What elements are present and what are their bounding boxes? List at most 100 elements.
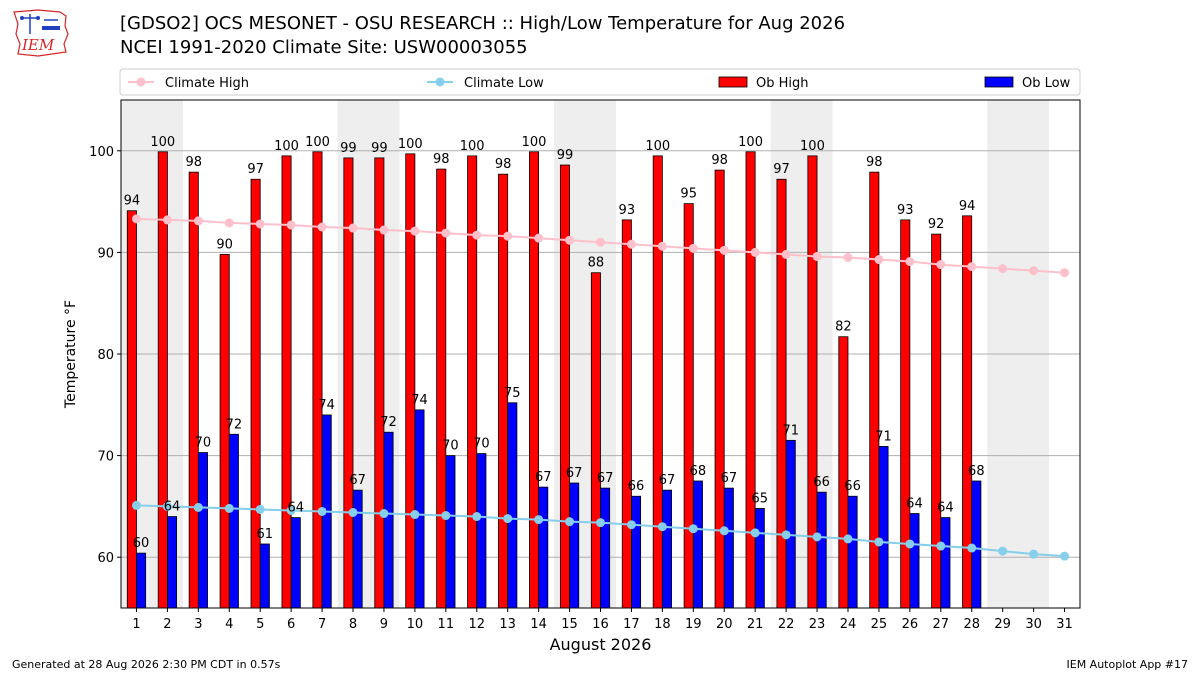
- ob-high-bar: [621, 219, 632, 609]
- climate-high-point: [162, 215, 172, 225]
- ob-high-label: 99: [557, 148, 574, 163]
- ob-high-bar: [529, 151, 540, 609]
- ob-low-bar: [228, 433, 239, 609]
- ob-high-label: 98: [495, 157, 512, 172]
- x-tick-label: 23: [809, 617, 826, 632]
- climate-low-point: [379, 509, 389, 519]
- app-note: IEM Autoplot App #17: [1066, 658, 1189, 671]
- ob-high-bar: [188, 171, 199, 609]
- ob-low-label: 70: [195, 436, 212, 451]
- ob-low-label: 68: [690, 464, 707, 479]
- ob-high-label: 94: [124, 194, 141, 209]
- climate-high-point: [936, 260, 946, 270]
- climate-low-point: [286, 505, 296, 515]
- ob-high-label: 98: [866, 155, 883, 170]
- x-tick-label: 9: [380, 617, 388, 632]
- climate-low-point: [255, 504, 265, 514]
- x-tick-label: 17: [623, 617, 640, 632]
- ob-low-bar: [754, 508, 765, 609]
- climate-high-point: [1060, 268, 1070, 278]
- climate-low-point: [874, 537, 884, 547]
- climate-high-point: [410, 226, 420, 236]
- ob-high-label: 99: [371, 141, 388, 156]
- ob-low-label: 72: [226, 417, 243, 432]
- legend-climate-high-label: Climate High: [165, 76, 249, 91]
- x-tick-label: 14: [530, 617, 547, 632]
- ob-low-bar: [847, 495, 858, 609]
- ob-high-bar: [559, 164, 570, 609]
- ob-low-label: 71: [875, 429, 892, 444]
- ob-low-bar: [631, 495, 642, 609]
- ob-high-bar: [312, 151, 323, 609]
- ob-high-bar: [900, 219, 911, 609]
- ob-low-bar: [352, 489, 363, 609]
- legend-climate-low-label: Climate Low: [464, 76, 544, 91]
- x-tick-label: 5: [256, 617, 264, 632]
- ob-low-label: 71: [782, 423, 799, 438]
- ob-high-label: 93: [897, 203, 914, 218]
- ob-low-bar: [538, 486, 549, 609]
- ob-low-label: 72: [380, 415, 397, 430]
- ob-high-bar: [776, 178, 787, 609]
- climate-high-point: [565, 235, 575, 245]
- ob-low-bar: [785, 439, 796, 609]
- climate-low-point: [503, 514, 513, 524]
- ob-low-label: 74: [318, 398, 335, 413]
- ob-low-bar: [197, 452, 208, 609]
- climate-high-point: [781, 249, 791, 259]
- x-tick-label: 28: [963, 617, 980, 632]
- ob-low-label: 64: [906, 497, 923, 512]
- x-tick-label: 3: [194, 617, 202, 632]
- ob-low-bar: [600, 487, 611, 609]
- climate-high-point: [750, 247, 760, 257]
- climate-low-point: [657, 522, 667, 532]
- y-tick-label: 90: [97, 246, 114, 261]
- x-tick-label: 8: [349, 617, 357, 632]
- ob-low-label: 67: [597, 471, 614, 486]
- ob-low-label: 65: [752, 491, 769, 506]
- ob-high-label: 90: [216, 237, 233, 252]
- climate-low-point: [565, 517, 575, 527]
- climate-low-point: [998, 546, 1008, 556]
- x-tick-label: 27: [933, 617, 950, 632]
- ob-high-bar: [931, 233, 942, 609]
- climate-low-point: [131, 500, 141, 510]
- ob-low-label: 61: [257, 527, 274, 542]
- climate-low-point: [812, 532, 822, 542]
- x-tick-label: 25: [871, 617, 888, 632]
- ob-high-bar: [652, 155, 663, 609]
- x-tick-label: 18: [654, 617, 671, 632]
- legend-climate-low-marker: [435, 77, 445, 87]
- legend-ob-low-label: Ob Low: [1022, 76, 1071, 91]
- climate-low-point: [688, 524, 698, 534]
- x-tick-label: 2: [163, 617, 171, 632]
- climate-high-point: [596, 237, 605, 247]
- ob-high-label: 88: [588, 256, 605, 271]
- climate-high-point: [1029, 266, 1039, 276]
- climate-low-point: [905, 539, 915, 549]
- x-tick-label: 29: [994, 617, 1011, 632]
- ob-low-label: 75: [504, 386, 521, 401]
- ob-low-bar: [909, 513, 920, 609]
- ob-high-label: 98: [711, 153, 728, 168]
- x-tick-label: 11: [438, 617, 455, 632]
- x-tick-label: 16: [592, 617, 609, 632]
- climate-high-point: [626, 239, 636, 249]
- ob-low-bar: [569, 482, 580, 609]
- legend-box: [119, 68, 1081, 96]
- climate-high-point: [441, 228, 451, 238]
- ob-low-bar: [383, 431, 394, 609]
- x-tick-label: 12: [468, 617, 485, 632]
- climate-low-point: [750, 528, 760, 538]
- legend-ob-high-swatch: [718, 76, 748, 88]
- ob-high-label: 98: [433, 152, 450, 167]
- ob-low-label: 66: [813, 475, 830, 490]
- x-tick-label: 31: [1056, 617, 1073, 632]
- y-tick-label: 70: [97, 450, 114, 465]
- ob-low-bar: [723, 487, 734, 609]
- ob-low-label: 67: [349, 473, 366, 488]
- ob-high-label: 100: [645, 139, 670, 154]
- ob-high-label: 100: [305, 135, 330, 150]
- climate-low-point: [193, 502, 203, 512]
- x-tick-label: 7: [318, 617, 326, 632]
